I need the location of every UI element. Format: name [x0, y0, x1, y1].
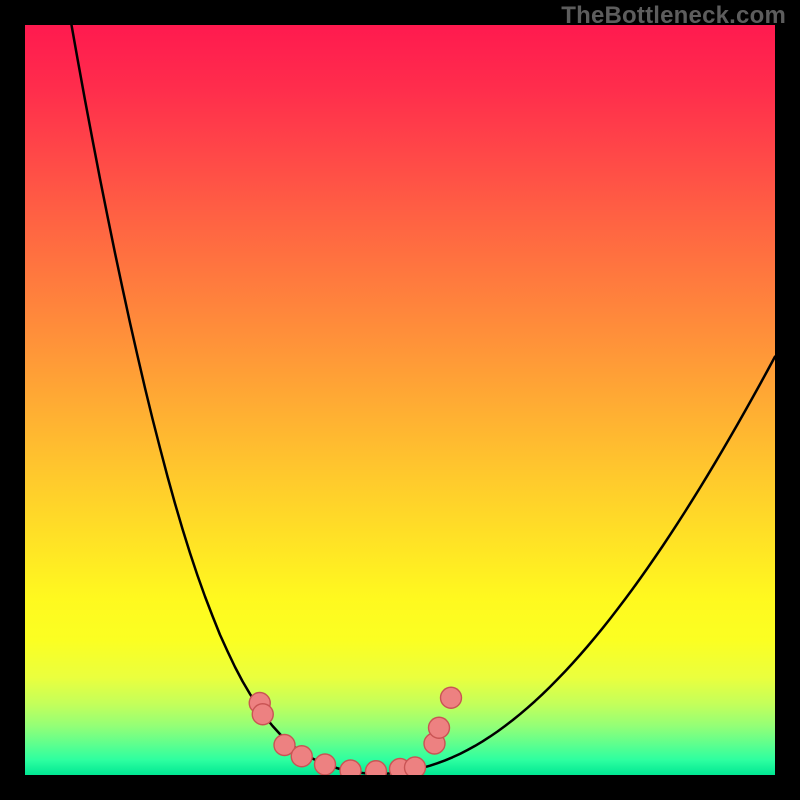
marker-point	[315, 754, 336, 775]
marker-point	[340, 760, 361, 775]
marker-point	[252, 704, 273, 725]
marker-point	[291, 746, 312, 767]
marker-point	[441, 687, 462, 708]
plot-area	[25, 25, 775, 775]
marker-point	[366, 761, 387, 775]
marker-point	[429, 717, 450, 738]
chart-root: TheBottleneck.com	[0, 0, 800, 800]
marker-point	[405, 757, 426, 775]
watermark-text: TheBottleneck.com	[561, 2, 786, 30]
plot-background	[25, 25, 775, 775]
plot-svg	[25, 25, 775, 775]
